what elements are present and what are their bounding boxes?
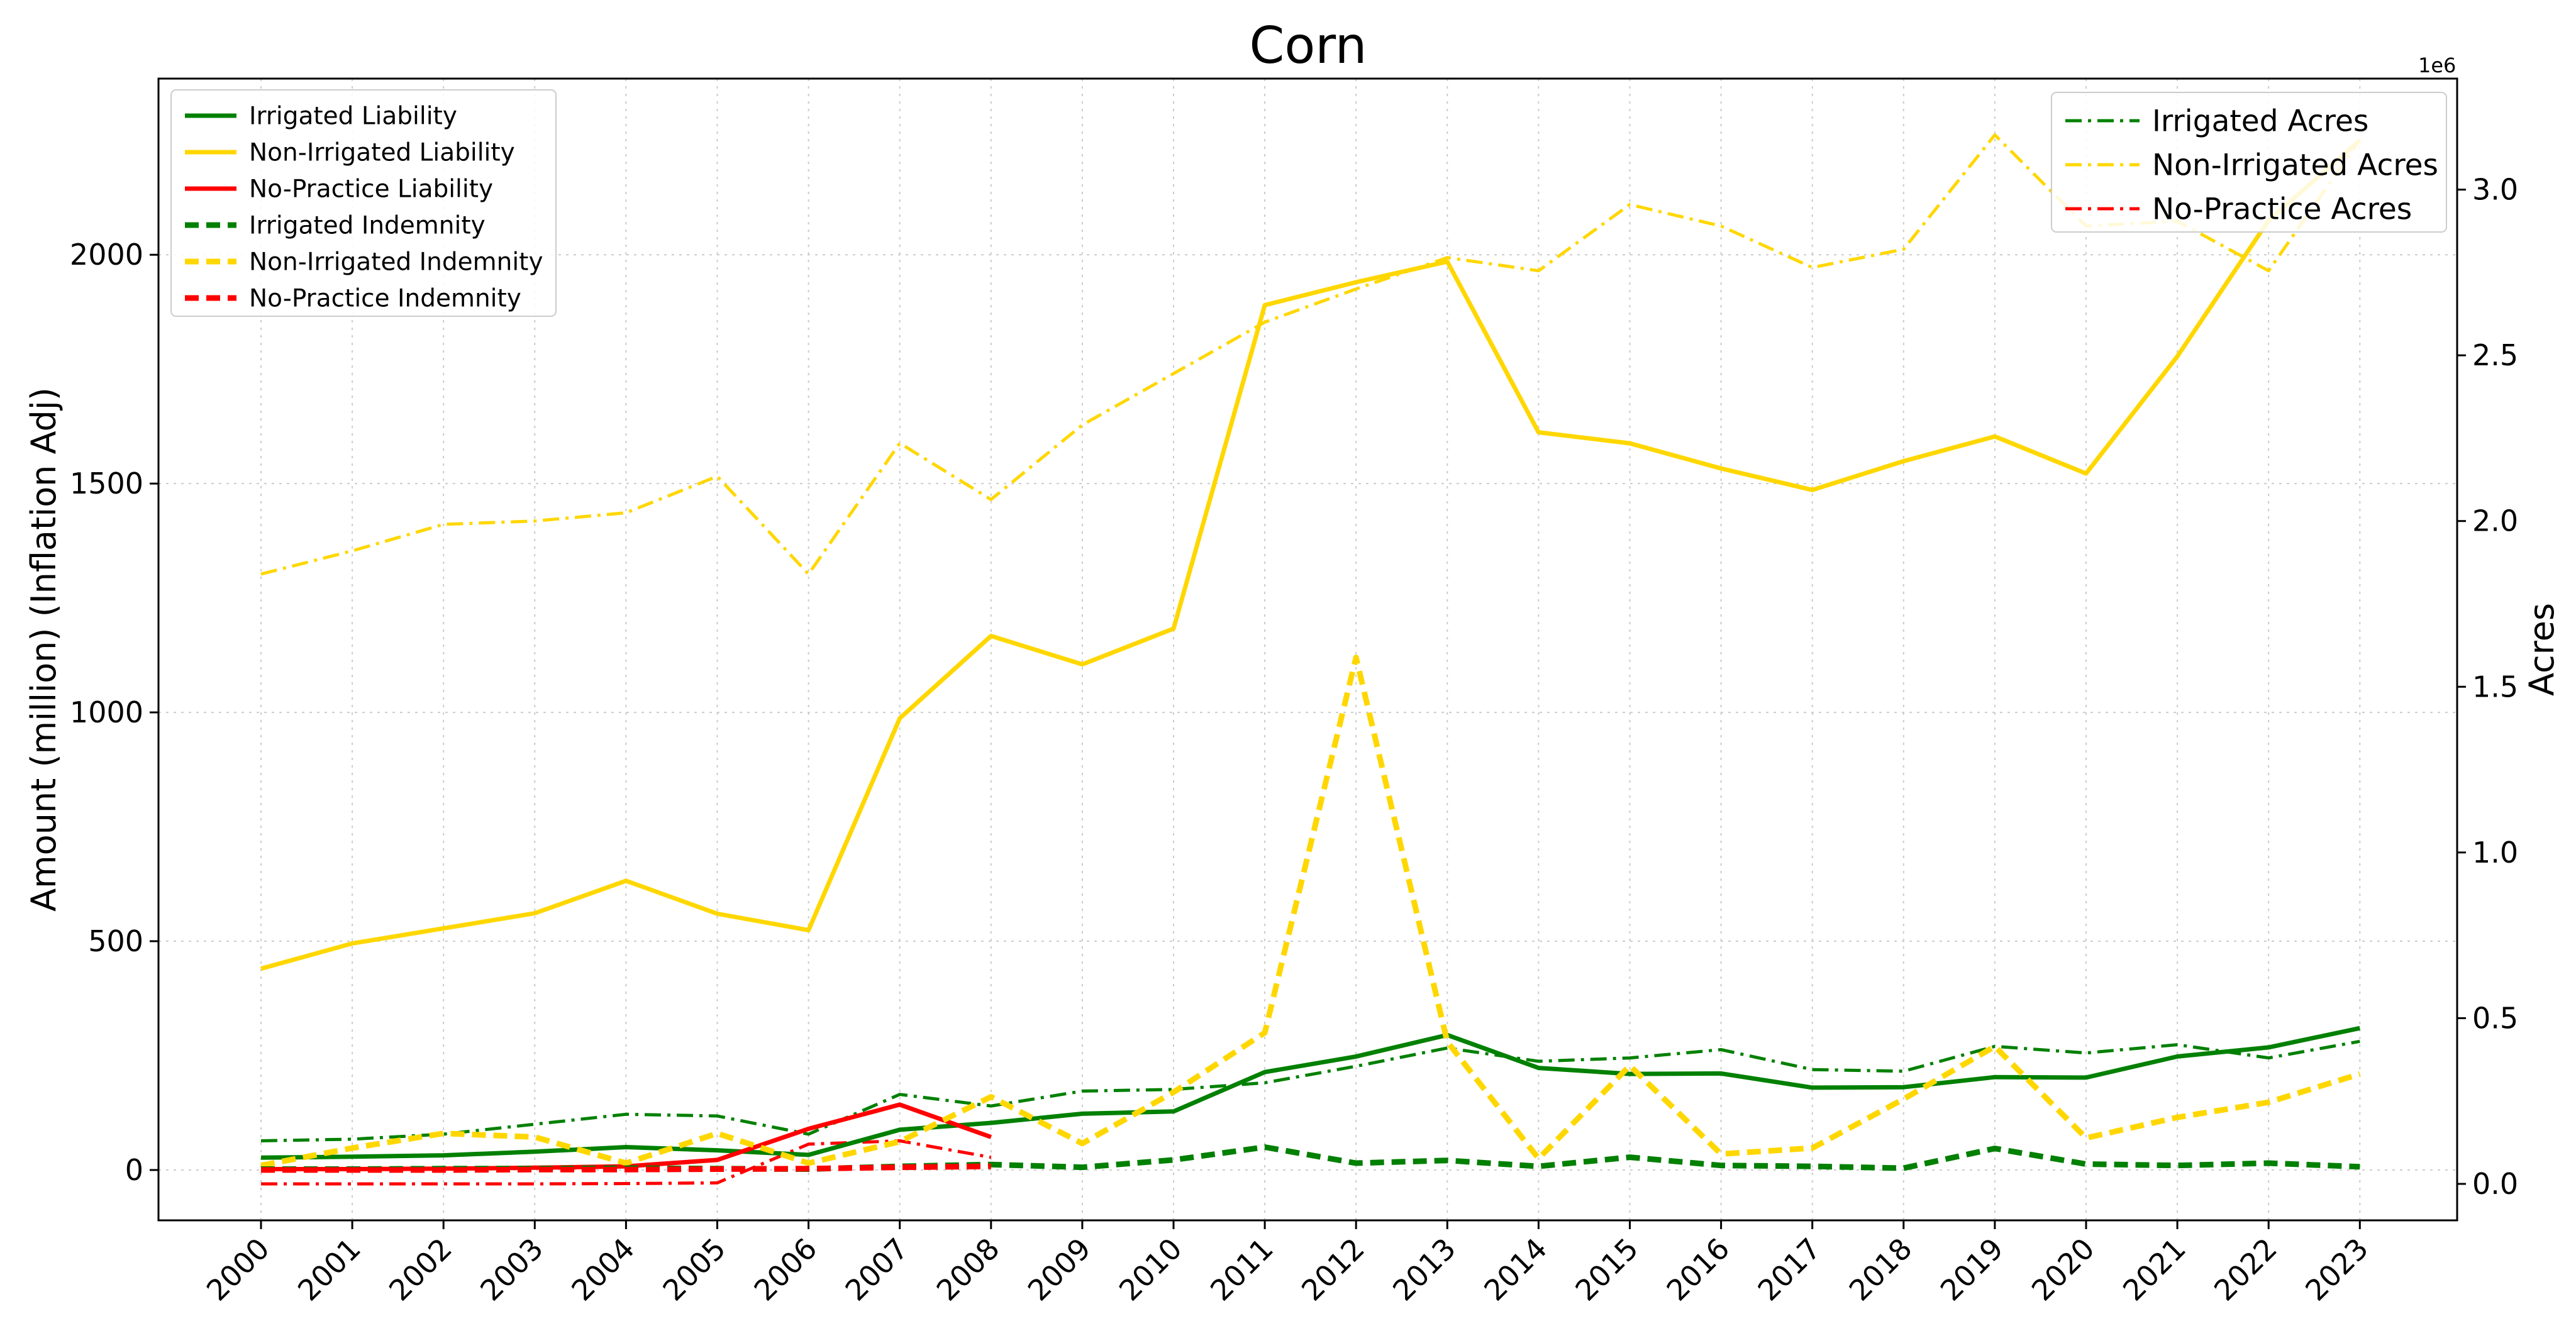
y2-tick-label: 2.5	[2472, 338, 2518, 372]
series-line-no-practice-indemnity	[261, 1163, 991, 1173]
legend-label: No-Practice Acres	[2152, 192, 2412, 226]
chart-title: Corn	[1250, 16, 1367, 75]
legend-box	[170, 89, 557, 317]
series-lines	[260, 133, 2362, 1186]
series-line-non-irrigated-indemnity	[260, 654, 2361, 1169]
series-line-non-irrigated-acres	[260, 133, 2362, 576]
y-axis-title: Amount (million) (Inflation Adj)	[24, 387, 64, 912]
series-line-non-irrigated-liability	[260, 138, 2362, 971]
legend-left: Irrigated Liability Non-Irrigated Liabili…	[170, 89, 557, 317]
y-tick-label: 0	[125, 1153, 143, 1187]
y-tick-label: 1000	[70, 695, 143, 729]
y2-tick-label: 0.0	[2472, 1167, 2518, 1201]
y2-tick-label: 1.0	[2472, 836, 2518, 870]
y-tick-label: 1500	[70, 467, 143, 500]
series-line-irrigated-liability	[260, 1025, 2361, 1160]
legend-box	[2051, 92, 2447, 233]
y2-tick-label: 3.0	[2472, 173, 2518, 207]
y2-tick-label: 1.5	[2472, 670, 2518, 704]
series-line-no-practice-acres	[261, 1139, 992, 1186]
legend-label: Irrigated Liability	[249, 102, 457, 131]
legend-right: Irrigated Acres Non-Irrigated Acres No-Pra…	[2051, 92, 2447, 233]
plot-frame	[157, 77, 2458, 1222]
y-axis-left: 0 500 1000 1500 2000	[70, 238, 158, 1187]
y2-offset-label: 1e6	[2418, 53, 2456, 77]
legend-label: Non-Irrigated Liability	[249, 139, 515, 167]
legend-label: No-Practice Liability	[249, 175, 493, 204]
y2-tick-label: 2.0	[2472, 504, 2518, 538]
y2-tick-label: 0.5	[2472, 1001, 2518, 1035]
series-line-irrigated-acres	[260, 1039, 2360, 1142]
legend-label: Irrigated Indemnity	[249, 212, 486, 240]
y2-axis-title: Acres	[2522, 603, 2562, 696]
legend-label: No-Practice Indemnity	[249, 285, 521, 313]
y-tick-label: 500	[88, 924, 143, 958]
y-tick-label: 2000	[70, 238, 143, 272]
legend-label: Non-Irrigated Indemnity	[249, 248, 543, 277]
legend-label: Non-Irrigated Acres	[2152, 148, 2438, 182]
legend-label: Irrigated Acres	[2152, 104, 2368, 138]
y-axis-right: 0.0 0.5 1.0 1.5 2.0 2.5 3.0	[2457, 173, 2518, 1201]
